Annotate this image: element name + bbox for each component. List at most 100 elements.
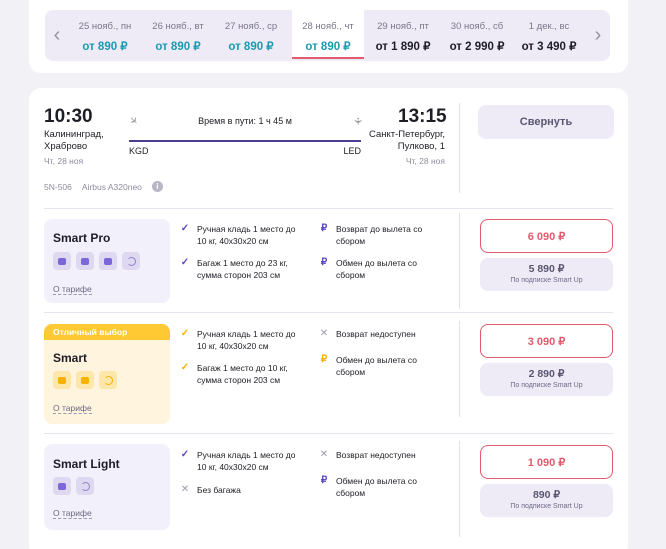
divider [459,103,460,193]
divider [44,312,613,313]
route-bar [129,140,361,142]
date-option-selected[interactable]: 28 нояб., чт от 890 ₽ [292,10,364,59]
date-selector-card: ‹ 25 нояб., пн от 890 ₽ 26 нояб., вт от … [29,0,628,73]
divider [44,433,613,434]
arrival-date: Чт, 28 ноя [405,156,445,166]
cross-icon: ✕ [319,328,329,339]
divider [44,208,613,209]
date-option[interactable]: 1 дек., вс от 3 490 ₽ [513,10,585,61]
tariff-icons [53,252,140,270]
date-price: от 890 ₽ [305,41,351,53]
tariff-info-link[interactable]: О тарифе [53,508,92,519]
cross-icon: ✕ [319,449,329,460]
select-tariff-button[interactable]: 6 090 ₽ [480,219,613,253]
feature-item: ₽ Обмен до вылета со сбором [320,475,417,498]
flight-duration: Время в пути: 1 ч 45 м [198,116,292,126]
chevron-left-icon[interactable]: ‹ [53,24,61,46]
route-line: ✈ Время в пути: 1 ч 45 м ✈ KGD LED [126,115,363,156]
tariff-name: Smart Light [53,457,120,471]
hand-luggage-icon [53,252,71,270]
flight-number: 5N-506 [44,181,72,192]
date-price: от 890 ₽ [82,41,128,53]
ruble-icon: ₽ [320,223,328,234]
date-label: 27 нояб., ср [224,21,278,32]
baggage-icon [76,252,94,270]
baggage-icon [76,371,94,389]
tariff-card-smart-pro[interactable]: Smart Pro О тарифе [44,219,170,303]
date-label: 30 нояб., сб [450,21,504,32]
aircraft: Airbus A320neo [81,181,142,192]
tariff-name: Smart Pro [53,231,111,245]
exchange-icon [99,371,117,389]
hand-luggage-icon [53,371,71,389]
select-tariff-button[interactable]: 3 090 ₽ [480,324,613,358]
cross-icon: ✕ [180,484,190,495]
ruble-icon: ₽ [320,475,328,486]
departure-date: Чт, 28 ноя [44,156,84,166]
departure-code: KGD [129,146,149,156]
select-tariff-button[interactable]: 1 090 ₽ [480,445,613,479]
flight-meta: 5N-506 Airbus A320neo i [44,181,163,192]
departure-city: Калининград, Храброво [44,129,104,152]
date-label: 26 нояб., вт [152,21,204,32]
landing-icon: ✈ [351,117,363,126]
feature-item: ✓ Ручная кладь 1 место до 10 кг, 40x30x2… [180,223,296,246]
date-price: от 890 ₽ [155,41,201,53]
ruble-icon: ₽ [320,257,328,268]
feature-item: ✓ Ручная кладь 1 место до 10 кг, 40x30x2… [180,328,296,351]
feature-item: ✓ Ручная кладь 1 место до 10 кг, 40x30x2… [180,449,296,472]
exchange-icon [76,477,94,495]
date-label: 29 нояб., пт [377,21,429,32]
info-icon[interactable]: i [151,181,163,192]
subscription-price[interactable]: 2 890 ₽ По подписке Smart Up [480,363,613,396]
tariff-icons [53,371,117,389]
tariff-info-link[interactable]: О тарифе [53,284,92,295]
tariff-name: Smart [53,351,88,365]
date-price: от 890 ₽ [228,41,274,53]
date-strip: ‹ 25 нояб., пн от 890 ₽ 26 нояб., вт от … [45,10,610,61]
recommended-badge: Отличный выбор [44,324,170,340]
check-icon: ✓ [180,362,190,373]
subscription-price[interactable]: 5 890 ₽ По подписке Smart Up [480,258,613,291]
tariff-info-link[interactable]: О тарифе [53,403,92,414]
tariff-icons [53,477,94,495]
chevron-right-icon[interactable]: › [594,24,602,46]
arrival-code: LED [343,146,361,156]
feature-item: ✓ Багаж 1 место до 23 кг, сумма сторон 2… [180,257,288,280]
arrival-time: 13:15 [398,106,447,127]
divider [459,321,460,417]
divider [459,213,460,309]
feature-item: ✓ Багаж 1 место до 10 кг, сумма сторон 2… [180,362,288,385]
feature-item: ✕ Возврат недоступен [319,328,416,339]
check-icon: ✓ [180,449,190,460]
date-label: 25 нояб., пн [78,21,132,32]
date-option[interactable]: 30 нояб., сб от 2 990 ₽ [441,10,513,61]
date-option[interactable]: 29 нояб., пт от 1 890 ₽ [367,10,439,61]
exchange-icon [122,252,140,270]
date-option[interactable]: 27 нояб., ср от 890 ₽ [215,10,287,61]
subscription-price[interactable]: 890 ₽ По подписке Smart Up [480,484,613,517]
divider [459,441,460,537]
seat-icon [99,252,117,270]
check-icon: ✓ [180,257,190,268]
feature-item: ₽ Возврат до вылета со сбором [320,223,423,246]
tariff-card-smart-light[interactable]: Smart Light О тарифе [44,444,170,530]
collapse-button[interactable]: Свернуть [478,105,614,139]
arrival-city: Санкт-Петербург, Пулково, 1 [369,129,445,152]
hand-luggage-icon [53,477,71,495]
date-option[interactable]: 26 нояб., вт от 890 ₽ [142,10,214,61]
feature-item: ✕ Без багажа [180,484,241,495]
date-price: от 1 890 ₽ [375,41,431,53]
check-icon: ✓ [180,223,190,234]
date-label: 28 нояб., чт [302,21,354,32]
feature-item: ₽ Обмен до вылета со сбором [320,257,417,280]
date-label: 1 дек., вс [528,21,570,32]
tariff-card-smart[interactable]: Отличный выбор Smart О тарифе [44,324,170,424]
date-price: от 3 490 ₽ [521,41,577,53]
check-icon: ✓ [180,328,190,339]
feature-item: ✕ Возврат недоступен [319,449,416,460]
flight-card: 10:30 Калининград, Храброво Чт, 28 ноя ✈… [29,88,628,549]
date-option[interactable]: 25 нояб., пн от 890 ₽ [69,10,141,61]
date-price: от 2 990 ₽ [449,41,505,53]
departure-time: 10:30 [44,106,93,127]
